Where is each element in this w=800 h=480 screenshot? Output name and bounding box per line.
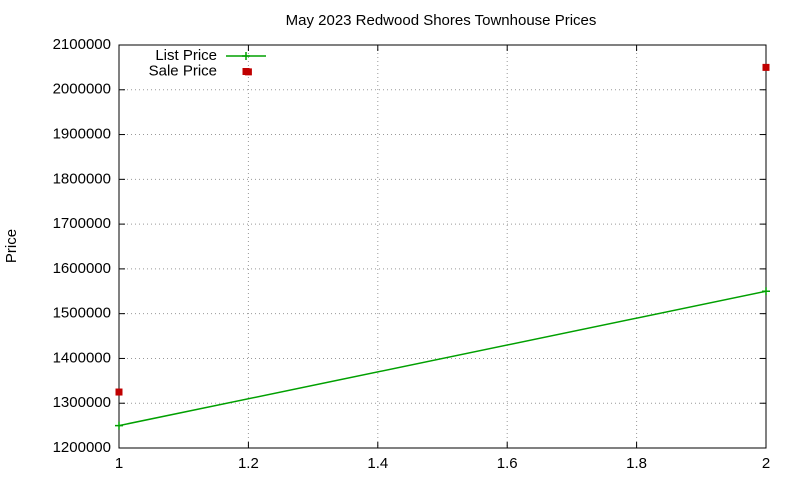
y-axis-label: Price	[3, 229, 20, 263]
data-point	[115, 388, 123, 396]
x-tick-label: 1.2	[238, 455, 259, 472]
legend-label: Sale Price	[149, 62, 217, 79]
y-tick-label: 1700000	[53, 215, 111, 232]
y-tick-label: 1500000	[53, 305, 111, 322]
chart-title: May 2023 Redwood Shores Townhouse Prices	[286, 12, 597, 29]
data-point	[762, 287, 770, 296]
x-tick-label: 1.4	[367, 455, 388, 472]
y-tick-label: 1200000	[53, 439, 111, 456]
x-tick-label: 2	[762, 455, 770, 472]
y-tick-label: 1900000	[53, 126, 111, 143]
y-tick-label: 1600000	[53, 260, 111, 277]
legend-swatch	[242, 52, 250, 60]
x-tick-label: 1.8	[626, 455, 647, 472]
data-point	[115, 421, 123, 430]
y-tick-label: 2100000	[53, 36, 111, 53]
y-tick-label: 2000000	[53, 81, 111, 98]
x-tick-label: 1.6	[497, 455, 518, 472]
data-point	[762, 63, 770, 71]
y-tick-label: 1800000	[53, 170, 111, 187]
legend-label: List Price	[155, 47, 217, 64]
plot-frame	[118, 44, 767, 449]
y-tick-label: 1400000	[53, 349, 111, 366]
y-tick-label: 1300000	[53, 394, 111, 411]
series-line	[118, 290, 767, 427]
legend-swatch	[242, 68, 250, 75]
x-tick-label: 1	[115, 455, 123, 472]
